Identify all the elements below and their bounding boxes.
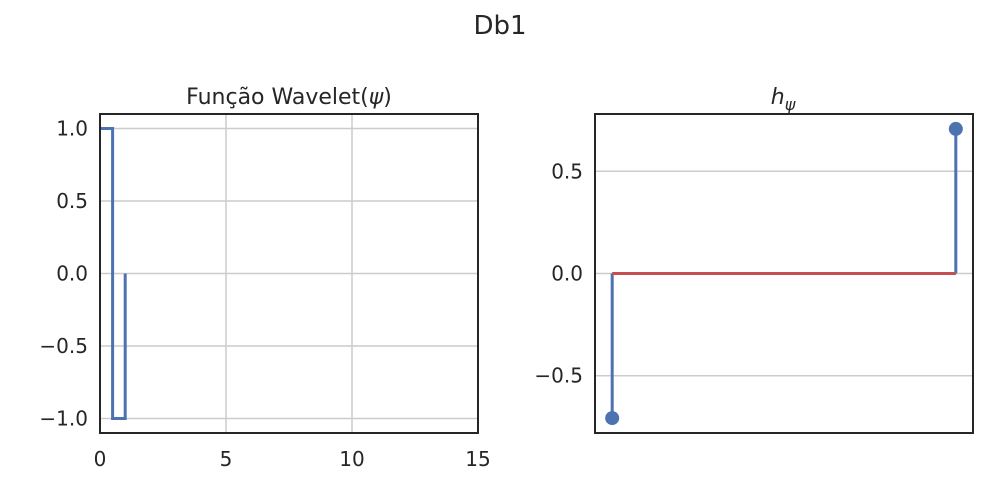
wavelet-y-tick-label: 0.5 bbox=[56, 189, 88, 213]
filter-plot-title: hψ bbox=[771, 85, 796, 114]
filter-stem-marker bbox=[605, 411, 620, 426]
filter-stems bbox=[605, 121, 963, 426]
wavelet-function-plot: Função Wavelet(ψ) 1.0 0.5 0.0 −0.5 −1.0 0 5 10… bbox=[39, 85, 490, 471]
wavelet-y-tick-label: 0.0 bbox=[56, 262, 88, 286]
wavelet-series bbox=[100, 127, 127, 420]
filter-y-tick-label: 0.5 bbox=[551, 159, 583, 183]
filter-axes-frame bbox=[594, 113, 974, 434]
filter-y-tick-label: 0.0 bbox=[551, 262, 583, 286]
wavelet-x-tick-label: 10 bbox=[339, 447, 364, 471]
wavelet-y-tick-label: 1.0 bbox=[56, 117, 88, 141]
wavelet-plot-title: Função Wavelet(ψ) bbox=[186, 85, 392, 110]
wavelet-y-ticks: 1.0 0.5 0.0 −0.5 −1.0 bbox=[39, 117, 88, 431]
wavelet-x-tick-label: 0 bbox=[94, 447, 107, 471]
wavelet-axes-frame bbox=[99, 113, 479, 434]
wavelet-x-ticks: 0 5 10 15 bbox=[94, 447, 491, 471]
wavelet-line bbox=[100, 127, 127, 420]
figure-suptitle: Db1 bbox=[473, 11, 526, 41]
filter-coefficients-plot: hψ 0.5 0.0 −0.5 bbox=[534, 85, 974, 434]
wavelet-y-tick-label: −0.5 bbox=[39, 334, 88, 358]
filter-y-tick-label: −0.5 bbox=[534, 364, 583, 388]
wavelet-grid bbox=[99, 114, 479, 433]
filter-stem-marker bbox=[948, 121, 963, 136]
wavelet-y-tick-label: −1.0 bbox=[39, 407, 88, 431]
wavelet-x-tick-label: 15 bbox=[465, 447, 490, 471]
wavelet-x-tick-label: 5 bbox=[220, 447, 233, 471]
filter-y-ticks: 0.5 0.0 −0.5 bbox=[534, 159, 583, 387]
